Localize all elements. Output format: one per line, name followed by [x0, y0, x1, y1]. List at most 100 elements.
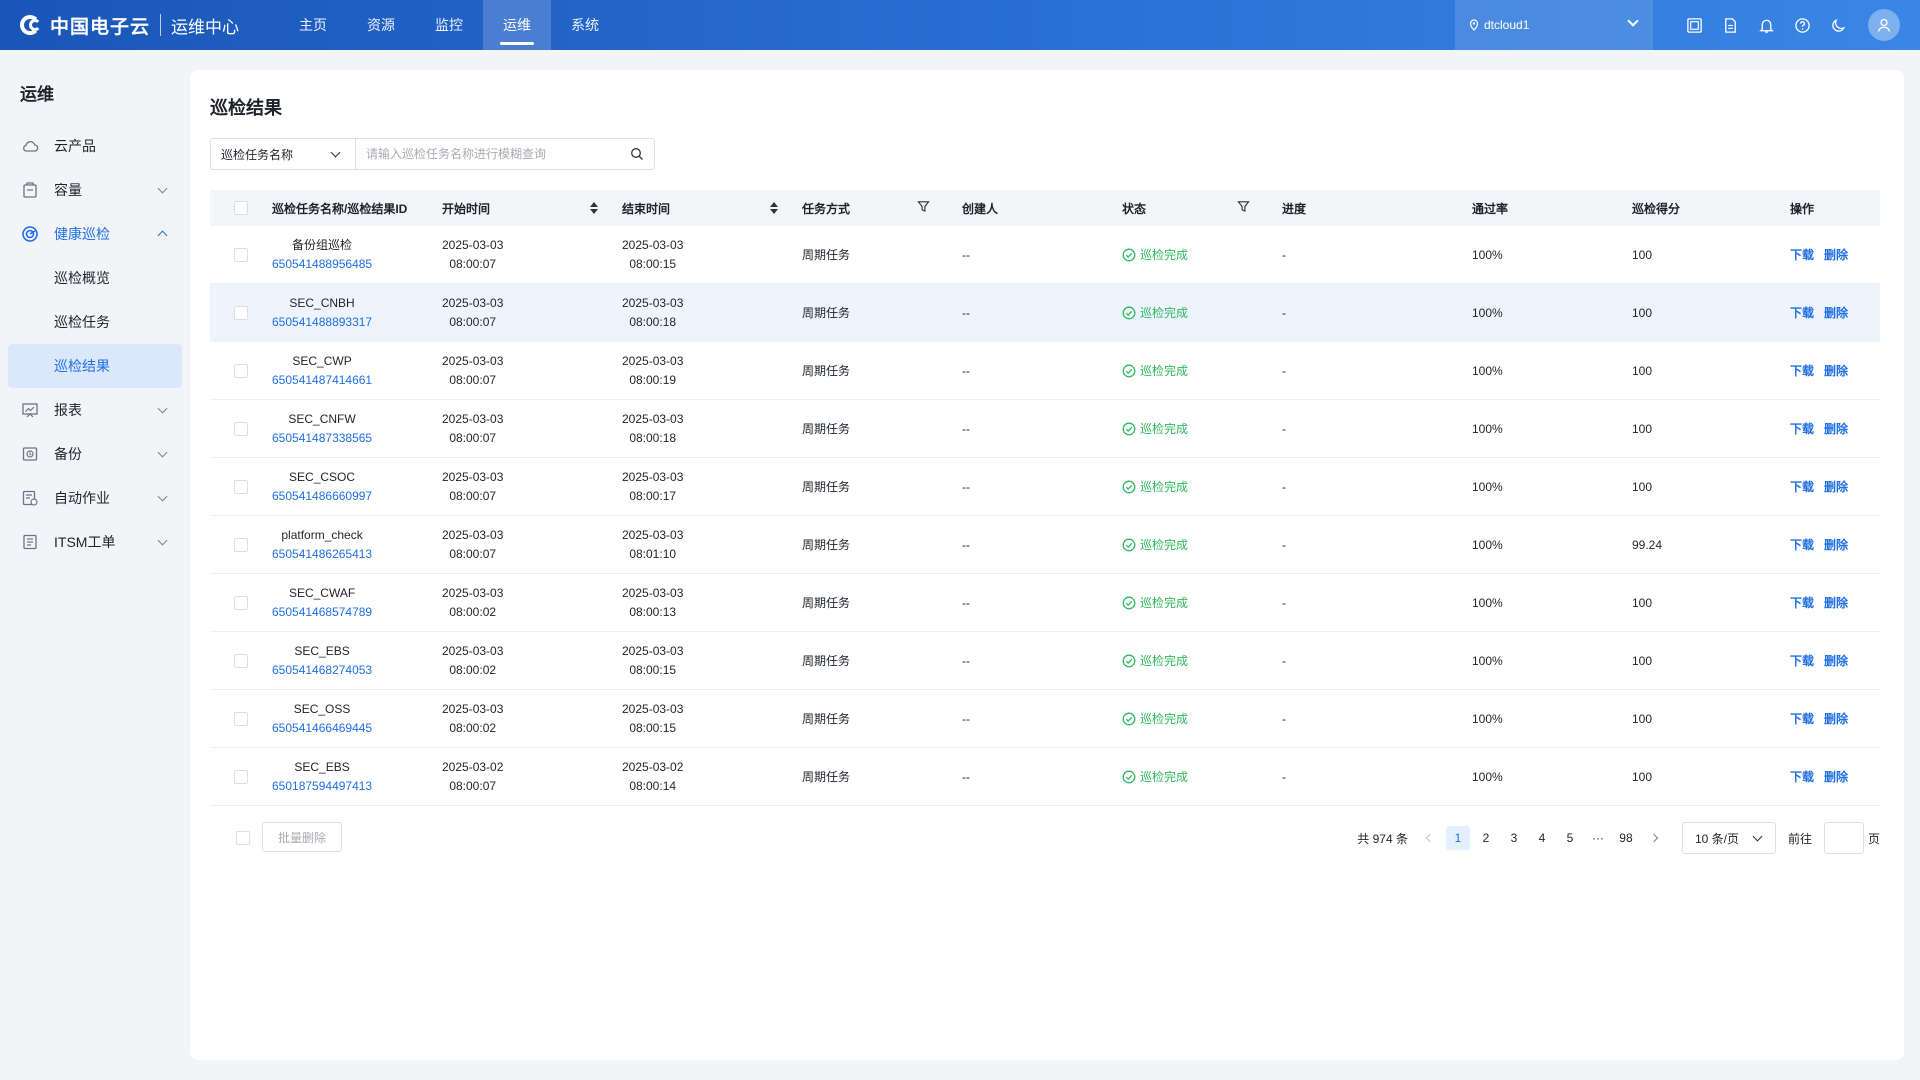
- page-button[interactable]: 3: [1510, 831, 1518, 845]
- footer-select-checkbox[interactable]: [236, 831, 250, 845]
- nav-home[interactable]: 主页: [299, 17, 328, 33]
- page-button[interactable]: 1: [1445, 826, 1470, 850]
- delete-link[interactable]: 删除: [1824, 480, 1849, 494]
- delete-link[interactable]: 删除: [1824, 306, 1849, 320]
- download-link[interactable]: 下载: [1790, 596, 1815, 610]
- more-pages-button[interactable]: ···: [1591, 831, 1604, 845]
- row-checkbox[interactable]: [234, 711, 248, 726]
- result-id-link[interactable]: 650541487338565: [272, 430, 373, 445]
- check-circle-icon: [1122, 364, 1136, 377]
- page-button[interactable]: 4: [1538, 831, 1546, 845]
- result-id-link[interactable]: 650541488893317: [272, 314, 373, 329]
- delete-link[interactable]: 删除: [1824, 712, 1849, 726]
- document-icon[interactable]: [1712, 0, 1748, 50]
- result-id-link[interactable]: 650541486265413: [272, 546, 373, 561]
- delete-link[interactable]: 删除: [1824, 770, 1849, 784]
- download-link[interactable]: 下载: [1790, 306, 1815, 320]
- result-id-link[interactable]: 650541487414661: [272, 372, 373, 387]
- score: 99.24: [1632, 537, 1663, 552]
- result-id-link[interactable]: 650541486660997: [272, 488, 373, 503]
- row-checkbox[interactable]: [234, 537, 248, 552]
- row-checkbox[interactable]: [234, 363, 248, 378]
- table-row[interactable]: SEC_CWP 650541487414661 2025-03-03 08:00:07…: [210, 342, 1880, 400]
- download-link[interactable]: 下载: [1790, 770, 1815, 784]
- bell-icon[interactable]: [1748, 0, 1784, 50]
- sidebar-item-health-check[interactable]: 健康巡检: [8, 212, 182, 256]
- download-link[interactable]: 下载: [1790, 480, 1815, 494]
- sidebar-sub-overview[interactable]: 巡检概览: [54, 270, 110, 286]
- page-button[interactable]: 98: [1619, 831, 1633, 845]
- result-id-link[interactable]: 650541466469445: [272, 720, 373, 735]
- sidebar-item-itsm[interactable]: ITSM工单: [8, 520, 182, 564]
- table-row[interactable]: SEC_CNFW 650541487338565 2025-03-03 08:00:0…: [210, 400, 1880, 458]
- download-link[interactable]: 下载: [1790, 712, 1815, 726]
- nav-system[interactable]: 系统: [571, 17, 600, 33]
- filter-icon[interactable]: [1237, 200, 1250, 216]
- delete-link[interactable]: 删除: [1824, 596, 1849, 610]
- header-end-time[interactable]: 结束时间: [622, 190, 778, 226]
- result-id-link[interactable]: 650541468274053: [272, 662, 373, 677]
- search-input[interactable]: [356, 139, 620, 169]
- delete-link[interactable]: 删除: [1824, 248, 1849, 262]
- download-link[interactable]: 下载: [1790, 538, 1815, 552]
- delete-link[interactable]: 删除: [1824, 422, 1849, 436]
- sidebar-title: 运维: [20, 85, 54, 104]
- download-link[interactable]: 下载: [1790, 248, 1815, 262]
- table-row[interactable]: SEC_CNBH 650541488893317 2025-03-03 08:00:0…: [210, 284, 1880, 342]
- table-row[interactable]: SEC_OSS 650541466469445 2025-03-03 08:00:02…: [210, 690, 1880, 748]
- page-button[interactable]: 2: [1482, 831, 1490, 845]
- sidebar-item-capacity[interactable]: 容量: [8, 168, 182, 212]
- sort-icon[interactable]: [590, 202, 598, 214]
- table-row[interactable]: SEC_CSOC 650541486660997 2025-03-03 08:00:0…: [210, 458, 1880, 516]
- sidebar-item-reports[interactable]: 报表: [8, 388, 182, 432]
- select-all-checkbox[interactable]: [234, 201, 248, 215]
- download-link[interactable]: 下载: [1790, 364, 1815, 378]
- row-checkbox[interactable]: [234, 247, 248, 262]
- avatar[interactable]: [1868, 9, 1900, 41]
- nav-operations[interactable]: 运维: [483, 0, 552, 50]
- row-checkbox[interactable]: [234, 421, 248, 436]
- filter-icon[interactable]: [917, 200, 930, 216]
- delete-link[interactable]: 删除: [1824, 654, 1849, 668]
- sidebar-sub-results[interactable]: 巡检结果: [8, 344, 182, 388]
- screen-icon[interactable]: [1676, 0, 1712, 50]
- delete-link[interactable]: 删除: [1824, 538, 1849, 552]
- download-link[interactable]: 下载: [1790, 654, 1815, 668]
- sort-icon[interactable]: [770, 202, 778, 214]
- page-size-select[interactable]: 10 条/页: [1681, 822, 1776, 854]
- sidebar-sub-tasks[interactable]: 巡检任务: [54, 314, 110, 330]
- batch-delete-button[interactable]: 批量删除: [262, 822, 342, 852]
- nav-resources[interactable]: 资源: [367, 17, 396, 33]
- row-checkbox[interactable]: [234, 479, 248, 494]
- delete-link[interactable]: 删除: [1824, 364, 1849, 378]
- status-text: 巡检完成: [1140, 596, 1189, 610]
- row-checkbox[interactable]: [234, 769, 248, 784]
- row-checkbox[interactable]: [234, 305, 248, 320]
- brand[interactable]: 中国电子云 运维中心: [0, 0, 239, 50]
- table-row[interactable]: SEC_CWAF 650541468574789 2025-03-03 08:00:0…: [210, 574, 1880, 632]
- table-row[interactable]: platform_check 650541486265413 2025-03-03 0…: [210, 516, 1880, 574]
- sidebar-item-cloud-products[interactable]: 云产品: [8, 124, 182, 168]
- page-button[interactable]: 5: [1566, 831, 1574, 845]
- table-row[interactable]: SEC_EBS 650541468274053 2025-03-03 08:00:02…: [210, 632, 1880, 690]
- nav-monitor[interactable]: 监控: [435, 17, 464, 33]
- sidebar-item-automation[interactable]: 自动作业: [8, 476, 182, 520]
- prev-page-button[interactable]: [1418, 826, 1442, 850]
- header-start-time[interactable]: 开始时间: [442, 190, 598, 226]
- next-page-button[interactable]: [1642, 826, 1666, 850]
- download-link[interactable]: 下载: [1790, 422, 1815, 436]
- region-select[interactable]: dtcloud1: [1455, 0, 1653, 50]
- search-button[interactable]: [620, 139, 654, 169]
- row-checkbox[interactable]: [234, 653, 248, 668]
- search-field-select[interactable]: 巡检任务名称: [211, 139, 356, 169]
- table-row[interactable]: 备份组巡检 650541488956485 2025-03-03 08:00:07 20…: [210, 226, 1880, 284]
- result-id-link[interactable]: 650541468574789: [272, 604, 373, 619]
- moon-icon[interactable]: [1820, 0, 1856, 50]
- result-id-link[interactable]: 650541488956485: [272, 256, 373, 271]
- table-row[interactable]: SEC_EBS 650187594497413 2025-03-02 08:00:07…: [210, 748, 1880, 806]
- help-icon[interactable]: [1784, 0, 1820, 50]
- sidebar-item-backup[interactable]: 备份: [8, 432, 182, 476]
- result-id-link[interactable]: 650187594497413: [272, 778, 373, 793]
- goto-page-input[interactable]: [1823, 822, 1864, 854]
- row-checkbox[interactable]: [234, 595, 248, 610]
